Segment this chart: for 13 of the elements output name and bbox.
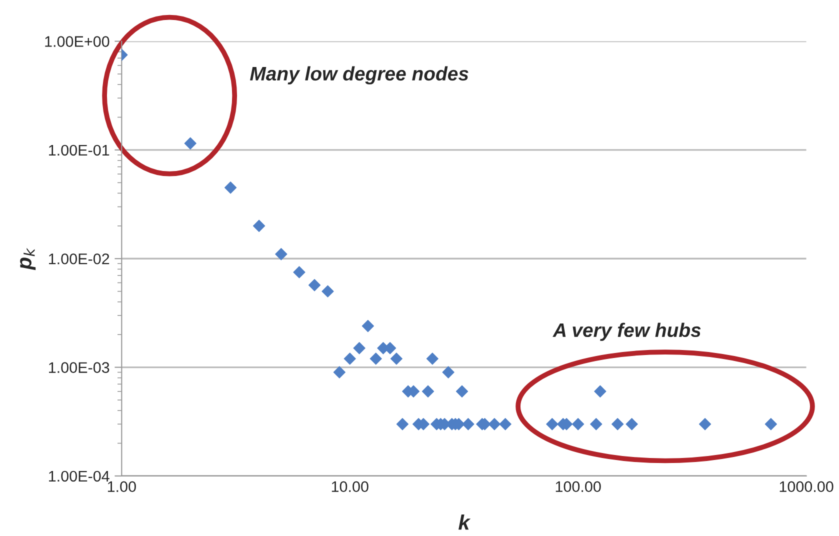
x-tick-label: 1.00 (108, 481, 136, 492)
annotation: A very few hubs (552, 322, 701, 341)
x-tick-label: 100.00 (556, 481, 601, 492)
y-tick-label: 1.00E+00 (45, 36, 110, 47)
y-axis-title: p$_{k}$ (20, 248, 36, 270)
y-tick-label: 1.00E-03 (49, 362, 110, 373)
annotation: Many low degree nodes (250, 66, 468, 84)
y-tick-label: 1.00E-01 (49, 144, 110, 156)
y-tick-label: 1.00E-02 (49, 253, 110, 264)
x-tick-label: 10.00 (332, 481, 368, 492)
x-axis-title: k (458, 514, 471, 530)
x-tick-label: 1000.00 (780, 481, 834, 492)
y-tick-label: 1.00E-04 (49, 470, 110, 482)
